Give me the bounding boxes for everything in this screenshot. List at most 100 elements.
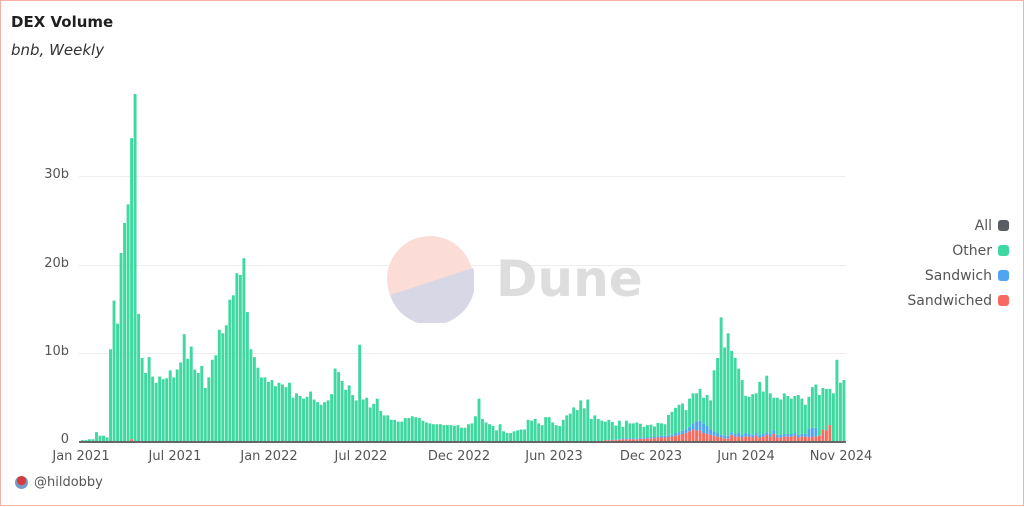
bar-sandwich[interactable] <box>762 434 765 437</box>
bar-other[interactable] <box>235 273 238 441</box>
bar-other[interactable] <box>274 386 277 441</box>
bar-other[interactable] <box>425 422 428 441</box>
bar-other[interactable] <box>713 370 716 431</box>
bar-other[interactable] <box>734 358 737 434</box>
bar-other[interactable] <box>344 390 347 441</box>
bar-other[interactable] <box>288 383 291 441</box>
bar-other[interactable] <box>632 423 635 438</box>
bar-other[interactable] <box>271 380 274 441</box>
bar-other[interactable] <box>755 393 758 433</box>
bar-sandwich[interactable] <box>744 433 747 437</box>
bar-other[interactable] <box>723 347 726 435</box>
bar-sandwich[interactable] <box>779 435 782 438</box>
bar-other[interactable] <box>706 395 709 426</box>
bar-sandwich[interactable] <box>797 435 800 438</box>
bar-sandwich[interactable] <box>660 436 663 438</box>
bar-sandwich[interactable] <box>688 427 691 431</box>
bar-sandwiched[interactable] <box>821 430 824 441</box>
bar-other[interactable] <box>200 366 203 441</box>
bar-other[interactable] <box>442 425 445 441</box>
bar-sandwich[interactable] <box>811 428 814 437</box>
bar-other[interactable] <box>821 388 824 430</box>
bar-other[interactable] <box>720 317 723 434</box>
bar-other[interactable] <box>579 400 582 441</box>
bar-other[interactable] <box>597 419 600 441</box>
bar-other[interactable] <box>618 421 621 440</box>
bar-other[interactable] <box>790 399 793 434</box>
bar-other[interactable] <box>695 393 698 421</box>
bar-other[interactable] <box>316 402 319 441</box>
bar-other[interactable] <box>218 330 221 441</box>
bar-other[interactable] <box>341 381 344 441</box>
bar-other[interactable] <box>737 369 740 433</box>
bar-other[interactable] <box>165 378 168 441</box>
bar-sandwiched[interactable] <box>772 434 775 441</box>
bar-other[interactable] <box>548 417 551 441</box>
bar-other[interactable] <box>692 393 695 423</box>
bar-other[interactable] <box>541 425 544 441</box>
bar-other[interactable] <box>397 422 400 441</box>
bar-other[interactable] <box>762 392 765 434</box>
bar-other[interactable] <box>653 426 656 437</box>
bar-sandwich[interactable] <box>685 430 688 434</box>
bar-other[interactable] <box>267 382 270 441</box>
bar-other[interactable] <box>523 430 526 441</box>
bar-other[interactable] <box>583 408 586 441</box>
bar-sandwich[interactable] <box>734 434 737 437</box>
bar-other[interactable] <box>685 410 688 429</box>
bar-other[interactable] <box>625 421 628 439</box>
bar-other[interactable] <box>611 422 614 440</box>
bar-other[interactable] <box>783 393 786 434</box>
bar-other[interactable] <box>393 420 396 441</box>
bar-sandwiched[interactable] <box>688 431 691 441</box>
bar-sandwich[interactable] <box>769 434 772 437</box>
bar-other[interactable] <box>499 424 502 441</box>
bar-other[interactable] <box>327 400 330 441</box>
bar-sandwich[interactable] <box>667 435 670 437</box>
bar-other[interactable] <box>211 360 214 441</box>
bar-other[interactable] <box>309 392 312 441</box>
bar-other[interactable] <box>148 357 151 441</box>
bar-other[interactable] <box>776 398 779 435</box>
bar-sandwich[interactable] <box>730 432 733 435</box>
bar-other[interactable] <box>306 397 309 441</box>
bar-other[interactable] <box>127 204 130 441</box>
bar-other[interactable] <box>253 357 256 441</box>
bar-other[interactable] <box>702 398 705 424</box>
bar-other[interactable] <box>400 422 403 441</box>
bar-sandwich[interactable] <box>741 435 744 438</box>
bar-other[interactable] <box>495 430 498 441</box>
bar-other[interactable] <box>576 410 579 441</box>
bar-other[interactable] <box>506 433 509 441</box>
bar-other[interactable] <box>355 400 358 441</box>
bar-other[interactable] <box>565 415 568 441</box>
bar-other[interactable] <box>109 349 112 441</box>
bar-sandwich[interactable] <box>664 436 667 438</box>
bar-sandwich[interactable] <box>646 437 649 438</box>
bar-sandwich[interactable] <box>814 428 817 437</box>
bar-other[interactable] <box>183 334 186 441</box>
bar-other[interactable] <box>481 419 484 441</box>
bar-sandwiched[interactable] <box>828 425 831 441</box>
bar-other[interactable] <box>348 385 351 441</box>
bar-other[interactable] <box>295 393 298 441</box>
bar-other[interactable] <box>804 405 807 434</box>
bar-sandwich[interactable] <box>772 430 775 434</box>
bar-other[interactable] <box>460 428 463 441</box>
bar-other[interactable] <box>337 372 340 441</box>
bar-sandwich[interactable] <box>695 422 698 431</box>
bar-other[interactable] <box>730 351 733 432</box>
bar-other[interactable] <box>376 399 379 441</box>
bar-other[interactable] <box>411 416 414 441</box>
bar-sandwich[interactable] <box>727 436 730 439</box>
bar-sandwich[interactable] <box>737 433 740 437</box>
bar-sandwich[interactable] <box>800 434 803 437</box>
bar-other[interactable] <box>758 382 761 435</box>
bar-other[interactable] <box>797 395 800 435</box>
bar-other[interactable] <box>418 418 421 441</box>
bar-other[interactable] <box>551 422 554 441</box>
bar-sandwich[interactable] <box>755 433 758 436</box>
bar-other[interactable] <box>383 415 386 441</box>
bar-other[interactable] <box>744 396 747 433</box>
bar-other[interactable] <box>657 423 660 436</box>
